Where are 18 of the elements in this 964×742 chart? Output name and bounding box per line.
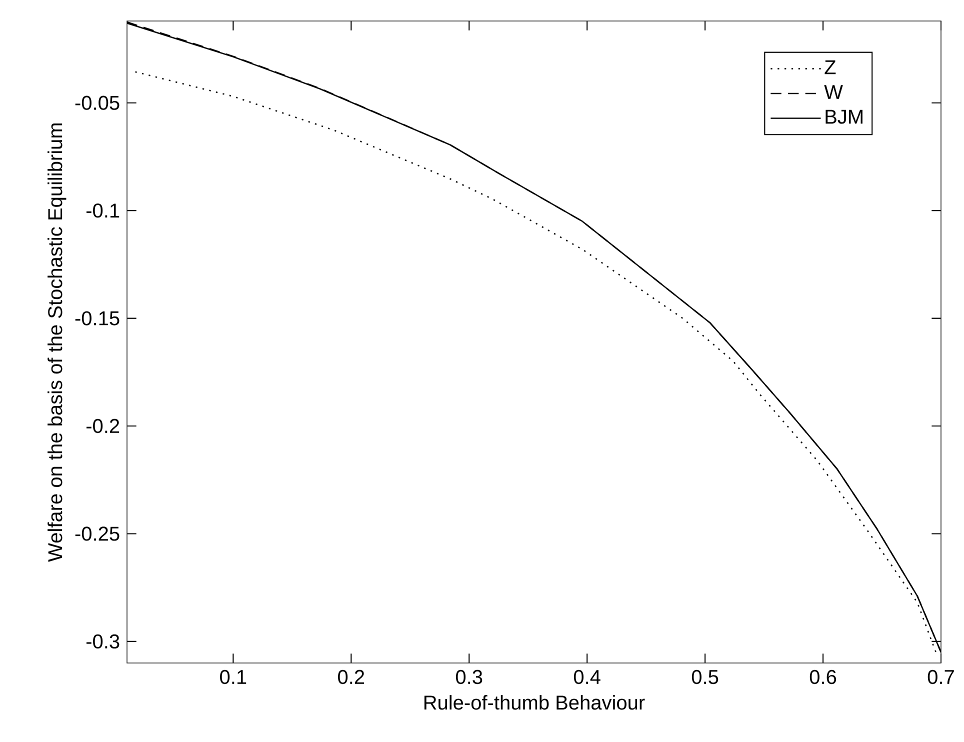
legend-label: W (824, 85, 843, 99)
x-tick-label: 0.6 (810, 670, 836, 684)
y-tick-label: -0.3 (86, 634, 120, 649)
y-tick-label: -0.15 (75, 311, 120, 326)
y-axis-title: Welfare on the basis of the Stochastic Equilibrium (48, 123, 66, 562)
y-tick-label: -0.1 (86, 203, 120, 218)
x-tick-label: 0.3 (456, 670, 482, 684)
x-tick-label: 0.1 (220, 670, 246, 684)
legend-label: Z (824, 60, 836, 74)
x-tick-label: 0.7 (928, 670, 954, 684)
x-axis-title: Rule-of-thumb Behaviour (424, 695, 645, 710)
y-tick-label: -0.2 (86, 418, 120, 434)
x-tick-label: 0.2 (338, 670, 364, 684)
y-tick-label: -0.25 (75, 526, 120, 541)
x-tick-label: 0.4 (574, 670, 600, 684)
legend-label: BJM (826, 110, 862, 124)
x-tick-label: 0.5 (692, 670, 718, 684)
y-tick-label: -0.05 (75, 96, 120, 110)
